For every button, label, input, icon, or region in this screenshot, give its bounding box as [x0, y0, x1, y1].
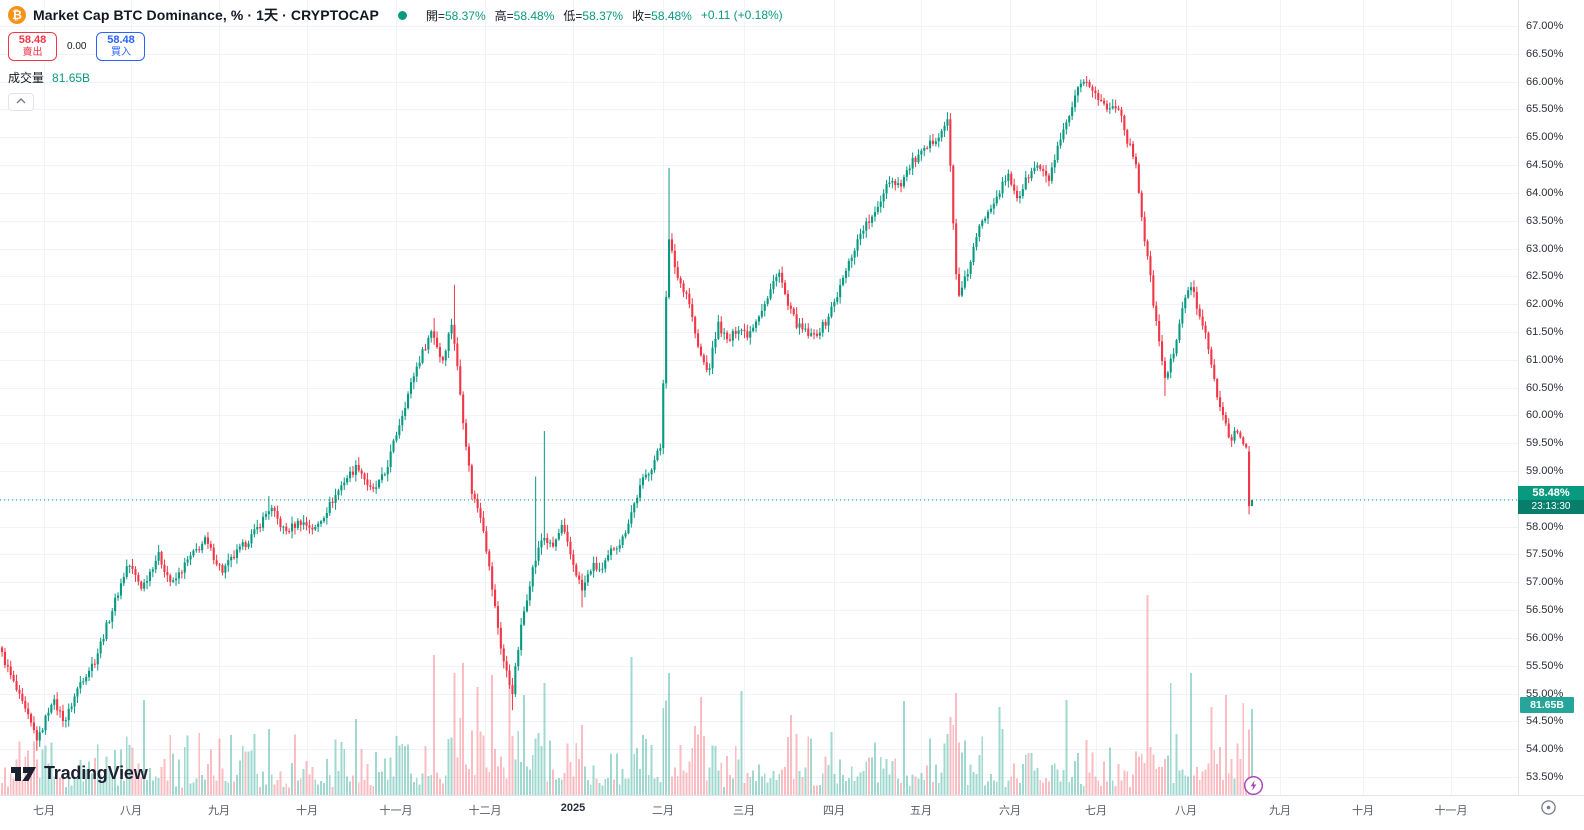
- bar-countdown: 23:13:30: [1518, 499, 1584, 514]
- time-axis-label: 2025: [560, 802, 586, 814]
- volume-label: 成交量: [8, 71, 45, 85]
- price-axis-label: 60.00%: [1526, 409, 1564, 422]
- price-axis-label: 65.50%: [1526, 103, 1564, 116]
- high-value: 58.48%: [513, 8, 555, 23]
- price-axis-label: 64.50%: [1526, 159, 1564, 172]
- time-axis-label: 十二月: [468, 805, 502, 817]
- low-label: 低: [563, 8, 576, 23]
- legend-collapse-button[interactable]: [8, 93, 34, 111]
- price-axis-label: 53.50%: [1526, 771, 1564, 783]
- chart-legend: ₿ Market Cap BTC Dominance, % · 1天 · CRY…: [8, 5, 783, 111]
- price-axis-label: 66.00%: [1526, 75, 1564, 88]
- tradingview-mark-icon: [11, 767, 36, 781]
- trade-buttons-row: 58.48 賣出 0.00 58.48 買入: [8, 32, 783, 61]
- current-price-badge: 58.48% 23:13:30: [1518, 485, 1584, 514]
- price-axis-label: 59.00%: [1526, 465, 1564, 478]
- current-price-value: 58.48%: [1518, 485, 1584, 500]
- open-label: 開: [425, 8, 438, 23]
- sell-price: 58.48: [18, 34, 47, 47]
- grid-lines: [0, 0, 1518, 795]
- symbol-title[interactable]: Market Cap BTC Dominance, % · 1天 · CRYPT…: [33, 7, 379, 23]
- price-axis-label: 61.00%: [1526, 353, 1564, 366]
- price-axis-label: 64.00%: [1526, 186, 1564, 199]
- time-axis-label: 二月: [652, 805, 674, 817]
- close-value: 58.48%: [651, 8, 692, 23]
- time-axis-label: 六月: [999, 805, 1021, 817]
- price-axis-label: 55.00%: [1526, 687, 1564, 700]
- time-axis-label: 五月: [910, 805, 932, 817]
- price-axis-label: 62.00%: [1526, 298, 1564, 311]
- time-axis-label: 八月: [120, 805, 142, 817]
- time-axis-label: 十一月: [1434, 805, 1468, 817]
- spread-value: 0.00: [67, 41, 87, 52]
- price-axis-label: 54.00%: [1526, 743, 1564, 756]
- buy-label: 買入: [110, 47, 131, 59]
- time-axis-label: 十月: [1352, 805, 1374, 817]
- price-axis[interactable]: 67.00% 66.50% 66.00% 65.50% 65.00% 64.50% 64.0…: [1518, 0, 1584, 830]
- lightning-bolt-icon: [1243, 775, 1264, 796]
- timezone-button[interactable]: [1540, 799, 1557, 816]
- price-axis-label: 54.50%: [1526, 715, 1564, 728]
- time-axis-label: 四月: [823, 805, 845, 817]
- price-axis-label: 66.50%: [1526, 47, 1564, 60]
- realtime-data-button[interactable]: [1243, 775, 1264, 796]
- time-axis-label: 十一月: [379, 805, 413, 817]
- time-axis-label: 十月: [296, 805, 318, 817]
- close-label: 收: [632, 8, 645, 23]
- price-axis-label: 56.50%: [1526, 604, 1564, 617]
- time-axis-label: 七月: [1085, 805, 1107, 817]
- buy-button[interactable]: 58.48 買入: [96, 32, 146, 61]
- price-axis-label: 62.50%: [1526, 270, 1564, 283]
- volume-bars: [1, 595, 1253, 795]
- price-axis-label: 55.50%: [1526, 659, 1564, 672]
- price-axis-label: 67.00%: [1526, 20, 1564, 32]
- candles: [1, 76, 1253, 751]
- volume-axis-badge: 81.65B: [1520, 697, 1574, 713]
- price-axis-label: 57.00%: [1526, 576, 1564, 589]
- price-axis-label: 57.50%: [1526, 548, 1564, 561]
- time-axis-label: 九月: [1269, 805, 1291, 817]
- high-label: 高: [494, 8, 507, 23]
- price-axis-label: 63.00%: [1526, 242, 1564, 255]
- price-axis-label: 63.50%: [1526, 214, 1564, 227]
- ohlc-values: 開=58.37% 高=58.48% 低=58.37% 收=58.48% +0.1…: [425, 8, 783, 23]
- price-axis-label: 58.00%: [1526, 520, 1564, 533]
- symbol-row: ₿ Market Cap BTC Dominance, % · 1天 · CRY…: [8, 5, 783, 25]
- clock-icon: [1541, 800, 1556, 815]
- chevron-up-icon: [16, 98, 26, 104]
- buy-price: 58.48: [107, 34, 135, 47]
- market-status-dot[interactable]: [397, 10, 407, 20]
- candlestick-chart-canvas[interactable]: [0, 0, 1518, 795]
- volume-value: 81.65B: [52, 70, 91, 85]
- open-value: 58.37%: [444, 8, 486, 23]
- time-axis-label: 九月: [208, 805, 230, 817]
- sell-button[interactable]: 58.48 賣出: [8, 32, 57, 61]
- low-value: 58.37%: [582, 8, 624, 23]
- change-value: +0.11 (+0.18%): [700, 8, 783, 22]
- time-axis[interactable]: 七月 八月 九月 十月 十一月 十二月 2025 二月 三月 四月 五月 六月 七月 八月 九月 十月 十一月: [0, 795, 1584, 830]
- time-axis-label: 三月: [733, 805, 755, 817]
- price-axis-label: 56.00%: [1526, 631, 1564, 644]
- volume-row: 成交量 81.65B: [8, 69, 783, 86]
- time-axis-label: 八月: [1175, 805, 1197, 817]
- price-axis-label: 65.00%: [1526, 131, 1564, 144]
- bitcoin-icon: ₿: [8, 6, 26, 24]
- tradingview-logo-text: TradingView: [44, 763, 148, 783]
- sell-label: 賣出: [22, 47, 43, 59]
- price-axis-label: 59.50%: [1526, 437, 1564, 450]
- price-axis-label: 61.50%: [1526, 325, 1564, 338]
- tradingview-logo[interactable]: TradingView: [10, 763, 148, 784]
- price-axis-label: 60.50%: [1526, 381, 1564, 394]
- time-axis-label: 七月: [33, 805, 55, 817]
